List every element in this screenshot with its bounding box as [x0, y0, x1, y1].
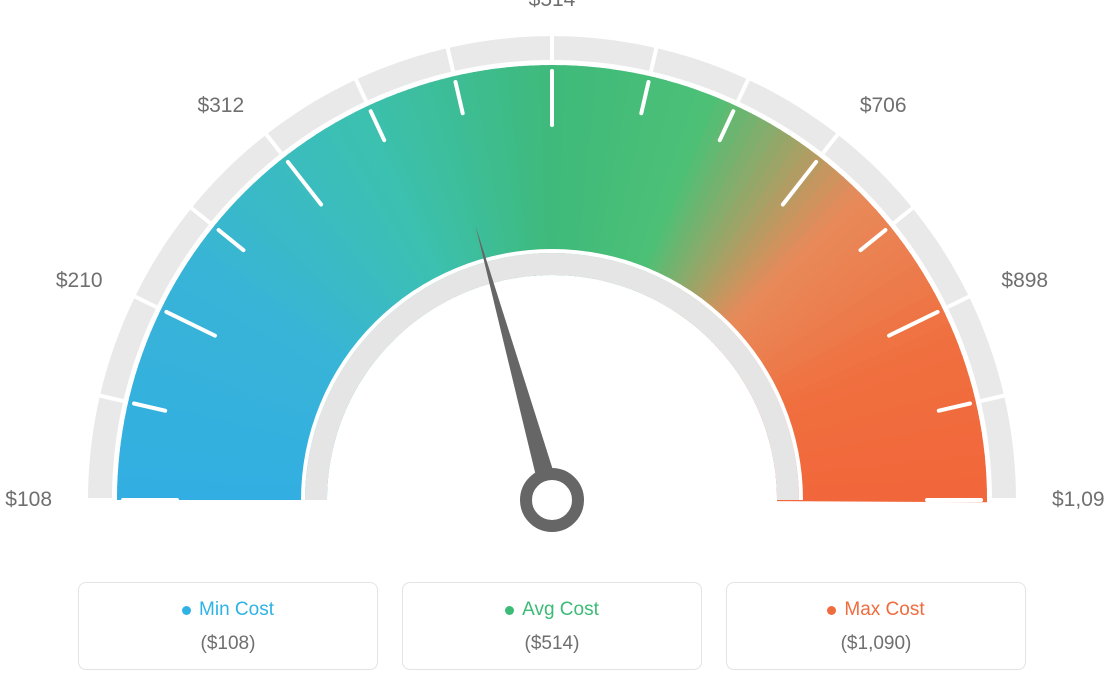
legend-label-max: Max Cost — [844, 599, 924, 621]
legend-value-avg: ($514) — [415, 633, 689, 655]
legend-value-min: ($108) — [91, 633, 365, 655]
gauge-tick-label: $1,090 — [1052, 488, 1104, 511]
legend-value-max: ($1,090) — [739, 633, 1013, 655]
legend-card-max: Max Cost ($1,090) — [726, 582, 1026, 670]
legend-title-min: Min Cost — [182, 599, 274, 621]
gauge-tick-label: $514 — [529, 0, 576, 11]
gauge-tick-label: $706 — [860, 94, 907, 117]
legend-label-min: Min Cost — [199, 599, 274, 621]
gauge-tick-label: $210 — [56, 269, 103, 292]
gauge-area: $108 $210 $312 $514 $706 $898 $1,090 — [0, 0, 1104, 560]
legend-row: Min Cost ($108) Avg Cost ($514) Max Cost… — [0, 582, 1104, 670]
cost-gauge-chart: $108 $210 $312 $514 $706 $898 $1,090 Min Cost … — [0, 0, 1104, 690]
legend-dot-avg — [505, 606, 514, 615]
gauge-arc — [117, 65, 987, 502]
gauge-svg: $108 $210 $312 $514 $706 $898 $1,090 — [0, 0, 1104, 560]
legend-card-min: Min Cost ($108) — [78, 582, 378, 670]
legend-title-max: Max Cost — [827, 599, 924, 621]
legend-title-avg: Avg Cost — [505, 599, 599, 621]
gauge-tick-label: $108 — [5, 488, 52, 511]
legend-label-avg: Avg Cost — [522, 599, 599, 621]
needle-hub — [526, 474, 578, 526]
legend-dot-max — [827, 606, 836, 615]
legend-card-avg: Avg Cost ($514) — [402, 582, 702, 670]
legend-dot-min — [182, 606, 191, 615]
gauge-tick-label: $312 — [197, 94, 244, 117]
gauge-tick-label: $898 — [1001, 269, 1048, 292]
